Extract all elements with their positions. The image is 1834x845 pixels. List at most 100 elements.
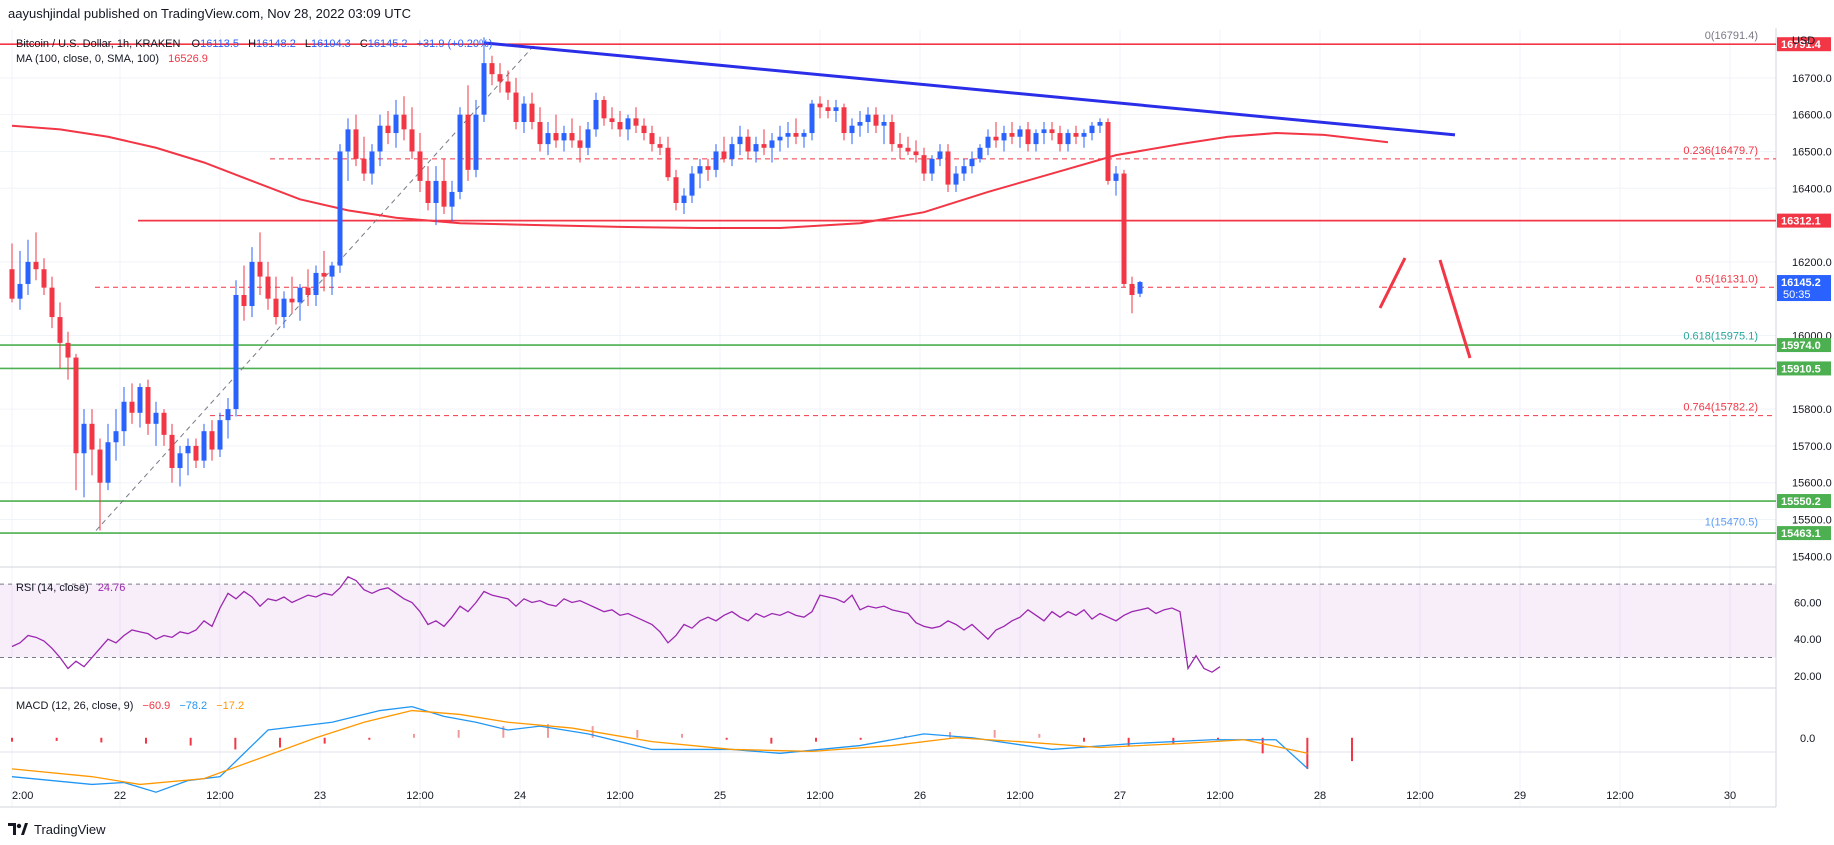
- candle[interactable]: [113, 409, 119, 461]
- candle[interactable]: [609, 107, 615, 130]
- candle[interactable]: [953, 166, 959, 192]
- time-tick-label[interactable]: 12:00: [1606, 790, 1634, 802]
- rsi-tick-label[interactable]: 60.00: [1794, 598, 1822, 610]
- candle[interactable]: [857, 110, 863, 137]
- candle[interactable]: [1105, 118, 1111, 185]
- candle[interactable]: [937, 144, 943, 167]
- candle[interactable]: [761, 129, 767, 156]
- ma100-line[interactable]: [11, 124, 1389, 230]
- candle[interactable]: [681, 188, 687, 215]
- candle[interactable]: [825, 99, 831, 119]
- candle[interactable]: [329, 261, 335, 295]
- candle[interactable]: [1065, 129, 1071, 152]
- candle[interactable]: [769, 133, 775, 163]
- candle[interactable]: [145, 379, 151, 435]
- candle[interactable]: [713, 144, 719, 178]
- candle[interactable]: [753, 136, 759, 163]
- candle[interactable]: [841, 103, 847, 141]
- candle[interactable]: [585, 122, 591, 156]
- candle[interactable]: [289, 276, 295, 314]
- candle[interactable]: [161, 409, 167, 446]
- candle[interactable]: [49, 276, 55, 329]
- candle[interactable]: [105, 423, 111, 491]
- candle[interactable]: [617, 110, 623, 137]
- price-tick-label[interactable]: 15800.0: [1792, 404, 1832, 416]
- candle[interactable]: [673, 169, 679, 211]
- candle[interactable]: [849, 118, 855, 145]
- candle[interactable]: [153, 401, 159, 446]
- candle[interactable]: [873, 107, 879, 134]
- candle[interactable]: [225, 398, 231, 439]
- candle[interactable]: [17, 250, 23, 310]
- candle[interactable]: [1097, 118, 1103, 134]
- time-tick-label[interactable]: 24: [514, 790, 526, 802]
- candle[interactable]: [465, 85, 471, 181]
- candle[interactable]: [689, 166, 695, 203]
- candle[interactable]: [321, 250, 327, 292]
- candle[interactable]: [745, 129, 751, 159]
- candle[interactable]: [449, 180, 455, 222]
- candle[interactable]: [281, 291, 287, 329]
- candle[interactable]: [433, 166, 439, 226]
- time-tick-label[interactable]: 12:00: [1406, 790, 1434, 802]
- time-tick-label[interactable]: 22: [114, 790, 126, 802]
- time-tick-label[interactable]: 12:00: [806, 790, 834, 802]
- time-tick-label[interactable]: 28: [1314, 790, 1326, 802]
- candle[interactable]: [441, 158, 447, 215]
- candle[interactable]: [185, 438, 191, 476]
- candle[interactable]: [785, 122, 791, 148]
- arrow-up-line[interactable]: [1378, 257, 1407, 309]
- candle[interactable]: [201, 423, 207, 468]
- candle[interactable]: [1017, 125, 1023, 148]
- candle[interactable]: [57, 302, 63, 369]
- candle[interactable]: [921, 147, 927, 181]
- candle[interactable]: [977, 144, 983, 163]
- candle[interactable]: [817, 96, 823, 119]
- candle[interactable]: [121, 387, 127, 446]
- candle[interactable]: [353, 114, 359, 167]
- candle[interactable]: [177, 445, 183, 487]
- candle[interactable]: [25, 239, 31, 295]
- candle[interactable]: [233, 280, 239, 417]
- price-tick-label[interactable]: 16200.0: [1792, 257, 1832, 269]
- price-tick-label[interactable]: 16400.0: [1792, 183, 1832, 195]
- price-tick-label[interactable]: 15500.0: [1792, 515, 1832, 527]
- price-tick-label[interactable]: 16700.0: [1792, 73, 1832, 85]
- candle[interactable]: [1113, 166, 1119, 196]
- time-tick-label[interactable]: 25: [714, 790, 726, 802]
- candle[interactable]: [625, 114, 631, 141]
- macd-line[interactable]: [11, 706, 1309, 793]
- candle[interactable]: [705, 158, 711, 181]
- price-tick-label[interactable]: 15400.0: [1792, 551, 1832, 563]
- symbol-legend[interactable]: Bitcoin / U.S. Dollar, 1h, KRAKEN O16113…: [16, 38, 492, 50]
- time-tick-label[interactable]: 23: [314, 790, 326, 802]
- time-tick-label[interactable]: 12:00: [1206, 790, 1234, 802]
- candle[interactable]: [793, 118, 799, 145]
- candle[interactable]: [169, 423, 175, 483]
- candle[interactable]: [393, 99, 399, 148]
- candle[interactable]: [641, 118, 647, 141]
- arrow-down-line[interactable]: [1438, 259, 1472, 359]
- candle[interactable]: [1041, 122, 1047, 145]
- macd-legend[interactable]: MACD (12, 26, close, 9) −60.9 −78.2 −17.…: [16, 700, 244, 712]
- candle[interactable]: [193, 438, 199, 468]
- price-tick-label[interactable]: 16600.0: [1792, 110, 1832, 122]
- candle[interactable]: [521, 96, 527, 134]
- candle[interactable]: [737, 125, 743, 156]
- candle[interactable]: [1057, 125, 1063, 152]
- time-tick-label[interactable]: 12:00: [206, 790, 234, 802]
- candle[interactable]: [257, 232, 263, 295]
- candle[interactable]: [401, 96, 407, 141]
- candle[interactable]: [913, 140, 919, 163]
- candle[interactable]: [1081, 129, 1087, 148]
- candle[interactable]: [1025, 122, 1031, 152]
- resistance-trend-line[interactable]: [483, 41, 1456, 137]
- candle[interactable]: [577, 125, 583, 163]
- price-axis-ticks[interactable]: 16700.016600.016500.016400.016200.016000…: [1792, 73, 1832, 745]
- candle[interactable]: [473, 99, 479, 178]
- candle[interactable]: [905, 136, 911, 156]
- candles[interactable]: [9, 37, 1143, 531]
- candle[interactable]: [41, 258, 47, 295]
- candle[interactable]: [489, 55, 495, 86]
- candle[interactable]: [129, 383, 135, 424]
